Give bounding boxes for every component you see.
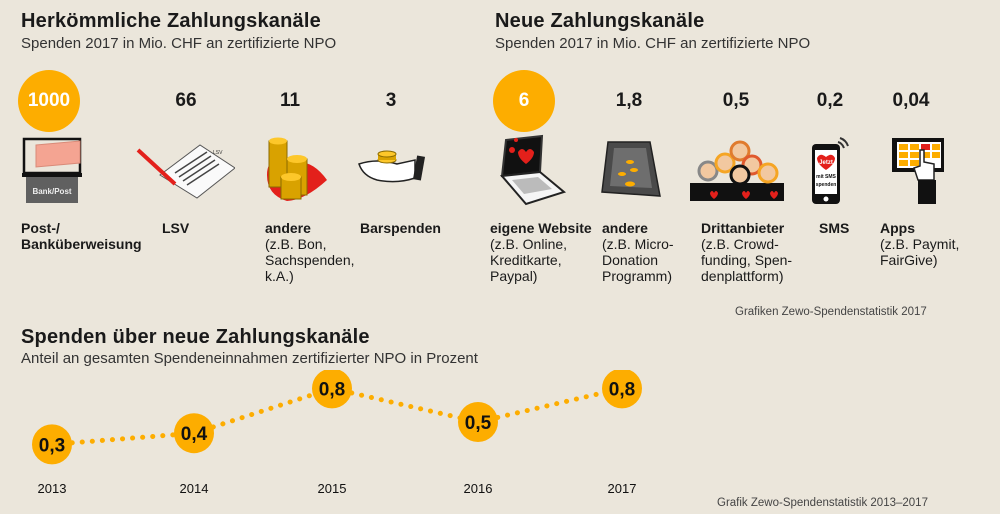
source-2017: Grafiken Zewo-Spendenstatistik 2017 — [735, 306, 927, 318]
micro-donation-icon — [601, 141, 661, 197]
label-micro-detail: (z.B. Micro-Donation Programm) — [602, 236, 674, 284]
label-bar: Barspenden — [360, 220, 450, 236]
new-title: Neue Zahlungskanäle — [495, 10, 705, 32]
sms-phone-icon: Jetzt mit SMS spenden — [812, 137, 849, 204]
chart-subtitle: Anteil an gesamten Spendeneinnahmen zert… — [21, 350, 478, 367]
chart-connector-1 — [191, 385, 335, 436]
label-dritt-title: Drittanbieter — [701, 220, 785, 236]
value-bar: 3 — [385, 90, 397, 111]
label-website: eigene Website (z.B. Online, Kreditkarte,… — [490, 220, 598, 284]
laptop-heart-icon — [500, 134, 567, 206]
tablet-app-icon — [892, 138, 944, 204]
label-andere: andere (z.B. Bon, Sachspenden, k.A.) — [265, 220, 360, 284]
lsv-document-icon: LSV — [136, 144, 235, 199]
value-website: 6 — [493, 70, 555, 132]
value-sms: 0,2 — [816, 90, 844, 111]
value-apps: 0,04 — [892, 90, 930, 111]
traditional-subtitle: Spenden 2017 in Mio. CHF an zertifiziert… — [21, 35, 337, 52]
label-bank: Post-/ Banküberweisung — [21, 220, 142, 252]
chart-x-tick-2016: 2016 — [464, 481, 493, 496]
chart-connector-3 — [475, 385, 625, 425]
value-andere: 11 — [279, 90, 301, 111]
hand-coins-icon — [358, 150, 426, 183]
label-bar-title: Barspenden — [360, 220, 441, 236]
chart-title: Spenden über neue Zahlungskanäle — [21, 326, 370, 348]
label-dritt-detail: (z.B. Crowd-funding, Spen-denplattform) — [701, 236, 793, 284]
label-bank-title: Post-/ Banküberweisung — [21, 220, 142, 252]
bank-post-text: Bank/Post — [32, 187, 71, 196]
sms-text-jetzt: Jetzt — [819, 160, 833, 166]
crowd-people-icon — [690, 140, 784, 201]
lsv-text: LSV — [213, 150, 223, 156]
line-chart: 0,3 2013 0,4 2014 0,8 2015 0,5 2016 0,8 2017 — [32, 370, 642, 496]
chart-x-tick-2015: 2015 — [318, 481, 347, 496]
label-andere-title: andere — [265, 220, 311, 236]
label-dritt: Drittanbieter (z.B. Crowd-funding, Spen-d… — [701, 220, 797, 284]
chart-point-2013 — [32, 424, 72, 465]
label-sms: SMS — [819, 220, 879, 236]
chart-connector-2 — [329, 385, 481, 425]
label-micro: andere (z.B. Micro-Donation Programm) — [602, 220, 682, 284]
sms-text-spenden: spenden — [816, 182, 837, 188]
label-lsv-title: LSV — [162, 220, 190, 236]
chart-x-tick-2014: 2014 — [180, 481, 209, 496]
chart-connector-0 — [49, 430, 197, 447]
chart-point-2016 — [458, 402, 498, 442]
chart-point-2015 — [312, 370, 352, 409]
label-micro-title: andere — [602, 220, 648, 236]
label-lsv: LSV — [162, 220, 242, 236]
chart-x-tick-2017: 2017 — [608, 481, 637, 496]
label-andere-detail: (z.B. Bon, Sachspenden, k.A.) — [265, 236, 355, 284]
chart-data-label-2017: 0,8 — [609, 379, 635, 400]
label-website-detail: (z.B. Online, Kreditkarte, Paypal) — [490, 236, 568, 284]
chart-x-tick-2013: 2013 — [38, 481, 67, 496]
label-apps-title: Apps — [880, 220, 915, 236]
chart-point-2014 — [174, 413, 214, 454]
chart-source: Grafik Zewo-Spendenstatistik 2013–2017 — [717, 497, 928, 509]
chart-data-label-2015: 0,8 — [319, 379, 345, 400]
chart-data-label-2013: 0,3 — [39, 435, 65, 456]
new-subtitle: Spenden 2017 in Mio. CHF an zertifiziert… — [495, 35, 811, 52]
value-bank: 1000 — [18, 70, 80, 132]
label-sms-title: SMS — [819, 220, 850, 236]
label-website-title: eigene Website — [490, 220, 592, 236]
value-lsv: 66 — [175, 90, 197, 111]
traditional-title: Herkömmliche Zahlungskanäle — [21, 10, 321, 32]
chart-data-label-2016: 0,5 — [465, 413, 492, 434]
value-dritt: 0,5 — [722, 90, 750, 111]
label-apps-detail: (z.B. Paymit, FairGive) — [880, 236, 960, 268]
sms-text-mit: mit SMS — [816, 174, 836, 180]
chart-point-2017 — [602, 370, 642, 409]
bank-post-icon: Bank/Post — [22, 137, 82, 203]
label-apps: Apps (z.B. Paymit, FairGive) — [880, 220, 970, 268]
value-micro: 1,8 — [615, 90, 643, 111]
chart-data-label-2014: 0,4 — [181, 424, 208, 445]
coin-stacks-heart-icon — [267, 137, 327, 201]
